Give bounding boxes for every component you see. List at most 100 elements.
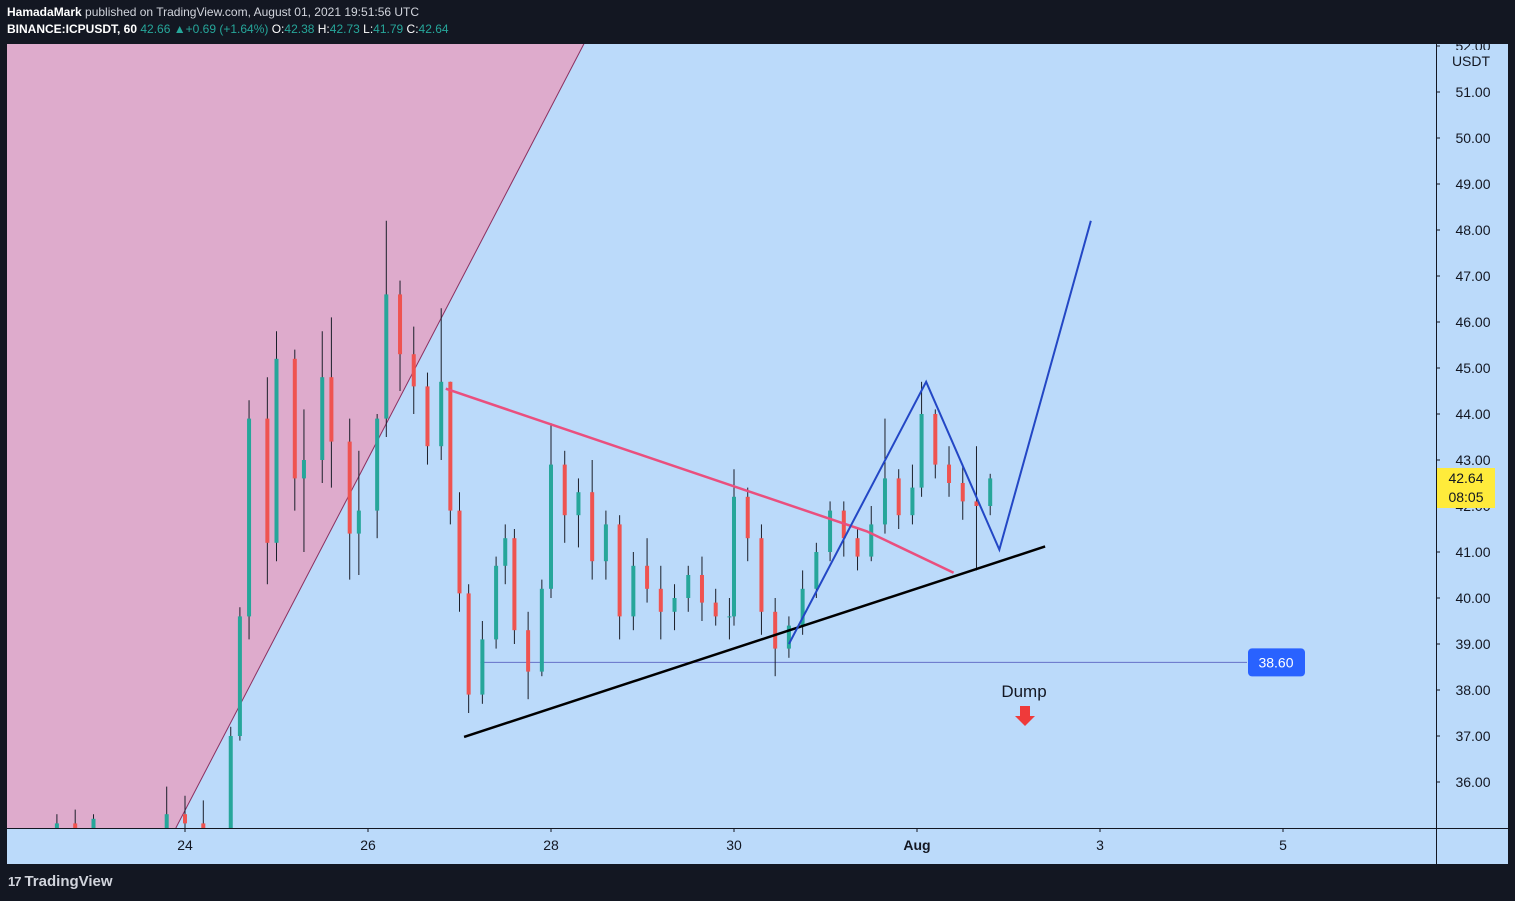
candle-body	[576, 492, 581, 516]
candle-body	[562, 464, 567, 516]
change-arrow-icon: ▲	[173, 22, 186, 36]
candle-body	[228, 736, 233, 828]
published-text: published on TradingView.com, August 01,…	[81, 5, 420, 19]
candle-35	[590, 460, 595, 580]
countdown-label: 08:05	[1448, 489, 1483, 505]
author-name[interactable]: HamadaMark	[7, 5, 82, 19]
candle-22	[439, 308, 444, 460]
price-tick-label: 47.00	[1455, 268, 1490, 284]
candle-15	[347, 418, 352, 580]
candle-body	[658, 588, 663, 612]
price-tick-label: 44.00	[1455, 406, 1490, 422]
candle-39	[645, 538, 650, 603]
candle-55	[855, 529, 860, 571]
candle-body	[645, 565, 650, 589]
symbol-line: BINANCE:ICPUSDT, 60 42.66 ▲+0.69 (+1.64%…	[7, 22, 449, 36]
candle-body	[347, 441, 352, 534]
close-label: C:	[406, 22, 419, 36]
candle-9	[265, 377, 270, 585]
last-price-label: 42.64	[1448, 470, 1483, 486]
price-chart[interactable]: 38.60 Dump 36.00 37.00 38.00 39.00 40.00 41.00 4…	[7, 44, 1508, 864]
candle-49	[773, 598, 778, 677]
candle-44	[713, 588, 718, 626]
chart-area[interactable]: 38.60 Dump 36.00 37.00 38.00 39.00 40.00 41.00 4…	[7, 44, 1508, 864]
candle-29	[512, 529, 517, 644]
candle-48	[759, 524, 764, 635]
chart-header: HamadaMark published on TradingView.com,…	[0, 0, 1515, 44]
candle-2	[91, 814, 96, 828]
price-axis	[1436, 44, 1508, 864]
candle-body	[91, 818, 96, 828]
candle-30	[526, 611, 531, 700]
candle-body	[590, 492, 595, 562]
candle-body	[617, 524, 622, 617]
time-tick-label: 26	[360, 837, 376, 853]
price-tick-label: 46.00	[1455, 314, 1490, 330]
candle-16	[356, 450, 361, 575]
candle-body	[237, 616, 242, 736]
candle-42	[686, 565, 691, 612]
price-tick-label: 49.00	[1455, 176, 1490, 192]
price-tick-label: 51.00	[1455, 84, 1490, 100]
time-tick-label: 24	[177, 837, 193, 853]
candle-10	[274, 331, 279, 562]
candle-8	[247, 400, 252, 640]
candle-body	[713, 602, 718, 617]
candle-12	[301, 409, 306, 552]
candle-body	[988, 478, 993, 506]
candle-32	[549, 423, 553, 598]
candle-body	[699, 575, 704, 603]
candle-body	[786, 625, 791, 649]
candle-body	[448, 381, 453, 511]
candle-body	[201, 823, 206, 828]
candle-43	[699, 556, 704, 621]
candle-58	[896, 469, 901, 529]
candle-3	[164, 786, 169, 828]
low-label: L:	[363, 22, 374, 36]
candle-body	[631, 565, 636, 617]
price-tick-label: 38.00	[1455, 682, 1490, 698]
candle-26	[480, 621, 485, 704]
candle-31	[539, 579, 544, 677]
candle-7	[237, 607, 242, 741]
price-tick-label: 37.00	[1455, 728, 1490, 744]
candle-63	[960, 464, 965, 520]
candle-body	[512, 538, 517, 631]
high-label: H:	[317, 22, 330, 36]
candle-body	[457, 510, 462, 594]
high-value: 42.73	[329, 22, 360, 36]
candle-body	[384, 294, 389, 419]
candle-37	[617, 515, 622, 640]
candle-body	[274, 358, 279, 543]
price-tick-label: 45.00	[1455, 360, 1490, 376]
symbol-name[interactable]: BINANCE:ICPUSDT, 60	[7, 22, 138, 36]
price-tick-label: 52.00	[1455, 44, 1490, 54]
candle-body	[375, 418, 380, 511]
candle-5	[201, 800, 206, 828]
candle-61	[933, 409, 938, 479]
candle-body	[480, 639, 485, 695]
candle-0	[54, 814, 59, 828]
open-value: 42.38	[284, 22, 315, 36]
open-label: O:	[271, 22, 285, 36]
candle-47	[745, 487, 750, 562]
candle-body	[800, 588, 805, 626]
candle-14	[329, 317, 334, 488]
candle-20	[411, 326, 416, 414]
candle-59	[910, 464, 915, 525]
candle-50	[786, 616, 791, 658]
candle-body	[164, 814, 169, 828]
candle-18	[384, 220, 389, 437]
candle-body	[503, 538, 508, 566]
tradingview-logo[interactable]: 17 TradingView	[8, 873, 113, 890]
candle-body	[727, 616, 732, 618]
candle-body	[247, 418, 252, 617]
price-tick-label: 40.00	[1455, 590, 1490, 606]
candle-64	[974, 446, 979, 571]
candle-23	[448, 381, 453, 525]
candle-62	[947, 446, 952, 497]
candle-body	[466, 593, 471, 695]
candle-1	[73, 809, 78, 828]
candle-body	[745, 496, 750, 539]
level-badge-label: 38.60	[1258, 654, 1293, 670]
